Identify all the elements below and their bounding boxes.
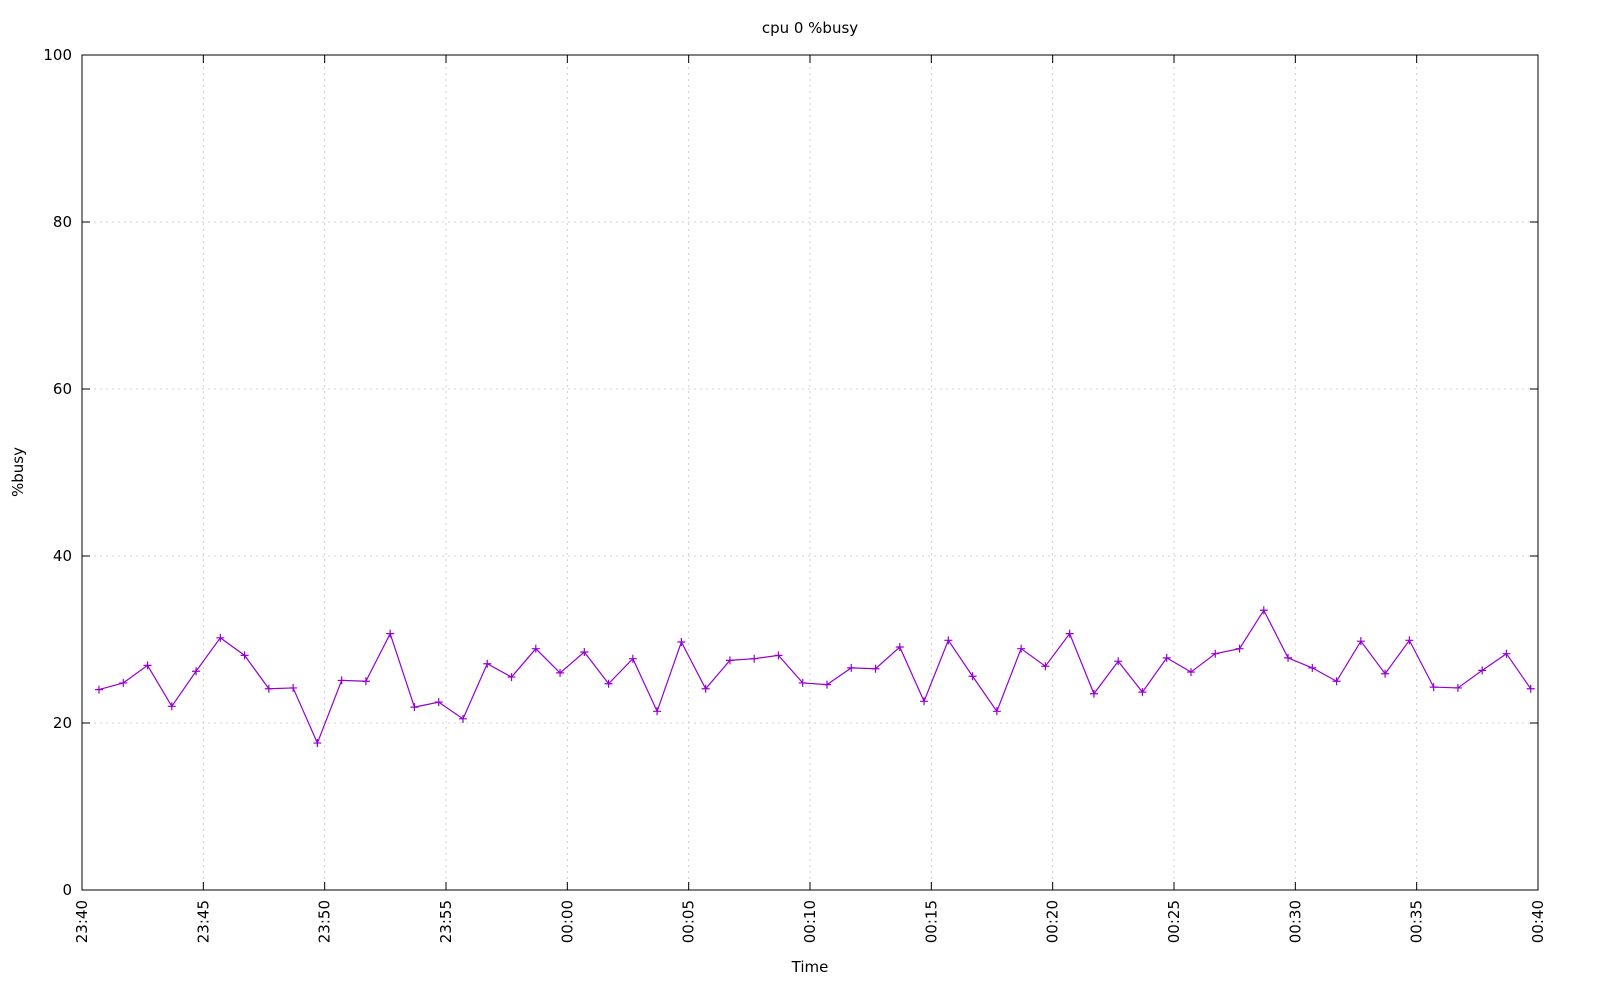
data-point — [1259, 606, 1268, 615]
data-point — [240, 651, 249, 660]
data-point — [410, 703, 419, 712]
series-line — [98, 609, 1532, 745]
x-tick-label: 00:00 — [558, 900, 576, 943]
data-point — [677, 638, 686, 647]
chart-title: cpu 0 %busy — [762, 19, 858, 37]
data-point — [386, 629, 395, 638]
data-point — [216, 633, 225, 642]
data-point — [580, 648, 589, 657]
data-point — [1526, 684, 1535, 693]
x-axis-label: Time — [791, 958, 829, 976]
data-point — [119, 678, 128, 687]
y-tick-label: 0 — [62, 881, 72, 899]
data-point — [1478, 666, 1487, 675]
y-axis-label: %busy — [9, 447, 27, 497]
data-point — [1162, 653, 1171, 662]
data-point — [507, 673, 516, 682]
data-point — [531, 644, 540, 653]
x-tick-label: 00:25 — [1165, 900, 1183, 943]
y-tick-label: 100 — [43, 46, 72, 64]
data-point — [1041, 662, 1050, 671]
data-point — [847, 663, 856, 672]
data-point — [1429, 683, 1438, 692]
data-point — [968, 672, 977, 681]
data-point — [628, 654, 637, 663]
data-point — [458, 714, 467, 723]
data-point — [361, 677, 370, 686]
data-point — [1356, 637, 1365, 646]
data-point — [725, 656, 734, 665]
plot-border — [81, 54, 1539, 891]
x-tick-label: 00:15 — [922, 900, 940, 943]
data-point — [192, 667, 201, 676]
data-point — [483, 659, 492, 668]
data-point — [313, 739, 322, 748]
x-tick-label: 00:35 — [1408, 900, 1426, 943]
x-tick-label: 00:40 — [1529, 900, 1547, 943]
data-point — [798, 678, 807, 687]
data-point — [1405, 636, 1414, 645]
x-tick-label: 23:40 — [73, 900, 91, 943]
data-point — [1235, 644, 1244, 653]
data-point — [556, 668, 565, 677]
data-point — [264, 684, 273, 693]
data-point — [1502, 649, 1511, 658]
data-point — [944, 636, 953, 645]
data-point — [1065, 629, 1074, 638]
x-tick-label: 00:20 — [1044, 900, 1062, 943]
data-point — [822, 680, 831, 689]
data-point — [1138, 688, 1147, 697]
x-tick-label: 00:30 — [1286, 900, 1304, 943]
x-tick-label: 23:50 — [316, 900, 334, 943]
data-point — [871, 664, 880, 673]
data-point — [920, 697, 929, 706]
data-point — [701, 684, 710, 693]
y-tick-label: 20 — [53, 714, 72, 732]
data-point — [1114, 657, 1123, 666]
data-point — [167, 702, 176, 711]
data-point — [1332, 677, 1341, 686]
data-point — [1453, 683, 1462, 692]
x-tick-label: 23:45 — [194, 900, 212, 943]
data-point — [1308, 663, 1317, 672]
data-point — [289, 683, 298, 692]
y-tick-label: 60 — [53, 380, 72, 398]
data-point — [653, 707, 662, 716]
data-point — [1381, 669, 1390, 678]
data-point — [1211, 649, 1220, 658]
data-point — [1089, 689, 1098, 698]
data-point — [750, 654, 759, 663]
data-point — [1284, 653, 1293, 662]
data-point — [94, 685, 103, 694]
data-point — [143, 661, 152, 670]
data-point — [434, 698, 443, 707]
data-point — [774, 651, 783, 660]
y-tick-label: 80 — [53, 213, 72, 231]
data-point — [1186, 668, 1195, 677]
data-point — [604, 679, 613, 688]
data-point — [895, 643, 904, 652]
x-tick-label: 00:10 — [801, 900, 819, 943]
data-point — [992, 707, 1001, 716]
data-point — [1017, 644, 1026, 653]
x-tick-label: 00:05 — [680, 900, 698, 943]
y-tick-label: 40 — [53, 547, 72, 565]
data-point — [337, 676, 346, 685]
x-tick-label: 23:55 — [437, 900, 455, 943]
